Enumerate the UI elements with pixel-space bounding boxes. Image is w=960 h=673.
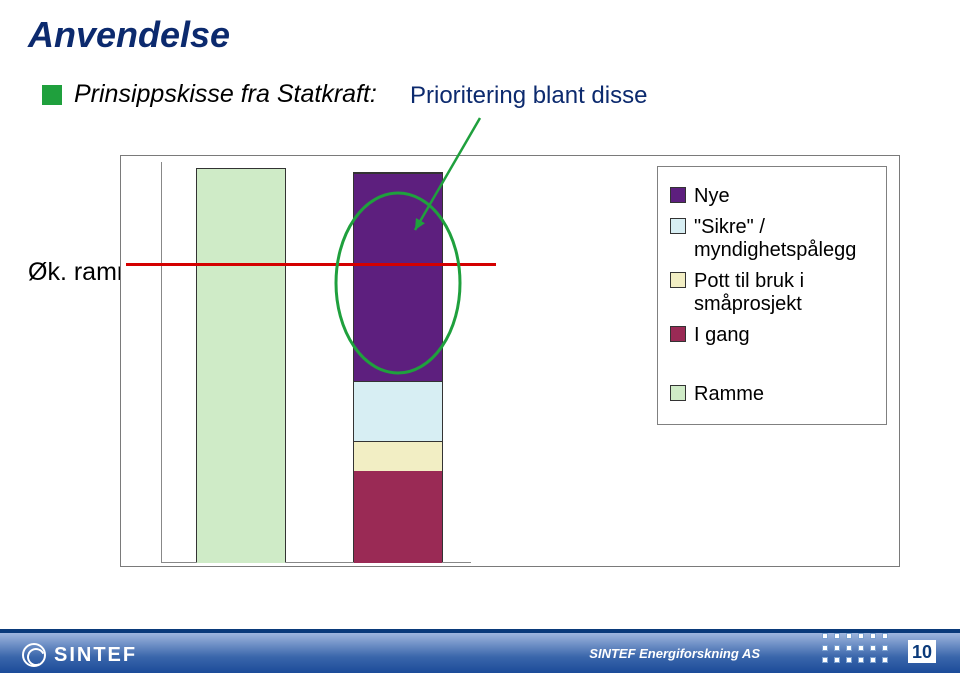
legend-swatch-1 [670,218,686,234]
legend-item-4: Ramme [670,383,876,406]
footer-gradient [0,633,960,673]
legend-item-1: "Sikre" / myndighetspålegg [670,216,876,262]
legend-swatch-3 [670,326,686,342]
bullet-text: Prinsippskisse fra Statkraft: [74,80,377,109]
legend-item-0: Nye [670,185,876,208]
legend-label-0: Nye [694,185,730,208]
page-number: 10 [908,640,936,663]
chart-bar-0 [196,168,286,562]
annotation-text: Prioritering blant disse [410,82,647,110]
legend-label-3: I gang [694,324,750,347]
chart-y-axis [161,162,162,562]
chart-bar-1 [353,172,443,562]
legend-swatch-0 [670,187,686,203]
chart-legend: Nye "Sikre" / myndighetspålegg Pott til br… [657,166,887,425]
chart-bar-1-seg-0 [354,471,442,563]
ok-ramme-line [126,263,496,266]
chart-bar-1-seg-1 [354,441,442,471]
footer-dots-icon [822,633,890,665]
legend-label-4: Ramme [694,383,764,406]
brand-text: SINTEF [54,644,137,667]
chart-bar-1-seg-3 [354,173,442,381]
legend-swatch-4 [670,385,686,401]
bullet-square-icon [42,85,62,105]
legend-label-2: Pott til bruk i småprosjekt [694,270,876,316]
legend-label-1: "Sikre" / myndighetspålegg [694,216,876,262]
slide-title: Anvendelse [28,14,230,56]
legend-item-2: Pott til bruk i småprosjekt [670,270,876,316]
legend-swatch-2 [670,272,686,288]
chart-frame: Nye "Sikre" / myndighetspålegg Pott til br… [120,155,900,567]
footer-text: SINTEF Energiforskning AS [589,646,760,661]
slide-footer: SINTEF SINTEF Energiforskning AS 10 [0,629,960,673]
bullet-item: Prinsippskisse fra Statkraft: [42,80,377,109]
brand-logo: SINTEF [22,643,137,667]
legend-item-3: I gang [670,324,876,347]
logo-circle-icon [22,643,46,667]
chart-bar-1-seg-2 [354,381,442,441]
chart-bar-0-seg-0 [197,169,285,563]
